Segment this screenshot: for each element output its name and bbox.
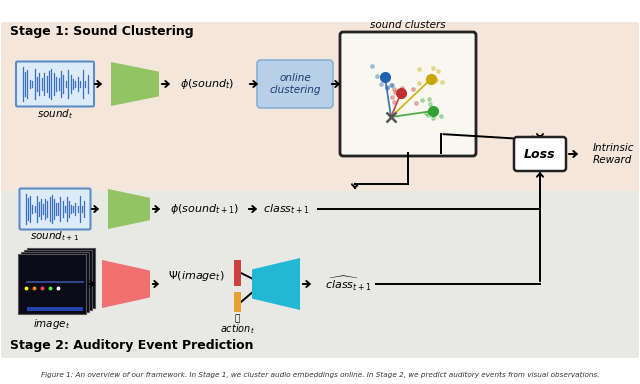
FancyBboxPatch shape bbox=[234, 260, 241, 286]
Text: Intrinsic
Reward: Intrinsic Reward bbox=[593, 143, 634, 165]
FancyBboxPatch shape bbox=[18, 254, 86, 314]
Text: $action_t$: $action_t$ bbox=[220, 322, 255, 336]
Text: Stage 2: Auditory Event Prediction: Stage 2: Auditory Event Prediction bbox=[10, 339, 253, 353]
Text: $\widehat{class}_{t+1}$: $\widehat{class}_{t+1}$ bbox=[324, 275, 371, 293]
Text: Figure 1: An overview of our framework. In Stage 1, we cluster audio embeddings : Figure 1: An overview of our framework. … bbox=[41, 372, 599, 378]
FancyBboxPatch shape bbox=[27, 248, 95, 308]
Text: $sound_{t+1}$: $sound_{t+1}$ bbox=[30, 229, 79, 243]
FancyBboxPatch shape bbox=[257, 60, 333, 108]
Text: sound clusters: sound clusters bbox=[370, 20, 446, 30]
FancyBboxPatch shape bbox=[19, 189, 90, 230]
Polygon shape bbox=[252, 258, 300, 310]
FancyBboxPatch shape bbox=[21, 252, 89, 312]
Text: online
clustering: online clustering bbox=[269, 73, 321, 95]
Polygon shape bbox=[111, 62, 159, 106]
FancyBboxPatch shape bbox=[514, 137, 566, 171]
Polygon shape bbox=[108, 189, 150, 229]
FancyBboxPatch shape bbox=[24, 250, 92, 310]
Text: $sound_t$: $sound_t$ bbox=[36, 107, 73, 121]
FancyBboxPatch shape bbox=[340, 32, 476, 156]
Text: $image_t$: $image_t$ bbox=[33, 317, 70, 331]
Text: Stage 1: Sound Clustering: Stage 1: Sound Clustering bbox=[10, 25, 194, 38]
Text: $\phi(sound_t)$: $\phi(sound_t)$ bbox=[180, 77, 234, 91]
FancyBboxPatch shape bbox=[1, 191, 639, 358]
Text: $\phi(sound_{t+1})$: $\phi(sound_{t+1})$ bbox=[170, 202, 238, 216]
FancyBboxPatch shape bbox=[16, 61, 94, 106]
Text: 🤖: 🤖 bbox=[234, 314, 240, 323]
Text: $class_{t+1}$: $class_{t+1}$ bbox=[263, 202, 309, 216]
Text: $\Psi(image_t)$: $\Psi(image_t)$ bbox=[168, 269, 224, 283]
FancyBboxPatch shape bbox=[1, 22, 639, 194]
FancyBboxPatch shape bbox=[234, 292, 241, 312]
Text: Loss: Loss bbox=[524, 147, 556, 161]
Polygon shape bbox=[102, 260, 150, 308]
FancyBboxPatch shape bbox=[27, 307, 83, 311]
